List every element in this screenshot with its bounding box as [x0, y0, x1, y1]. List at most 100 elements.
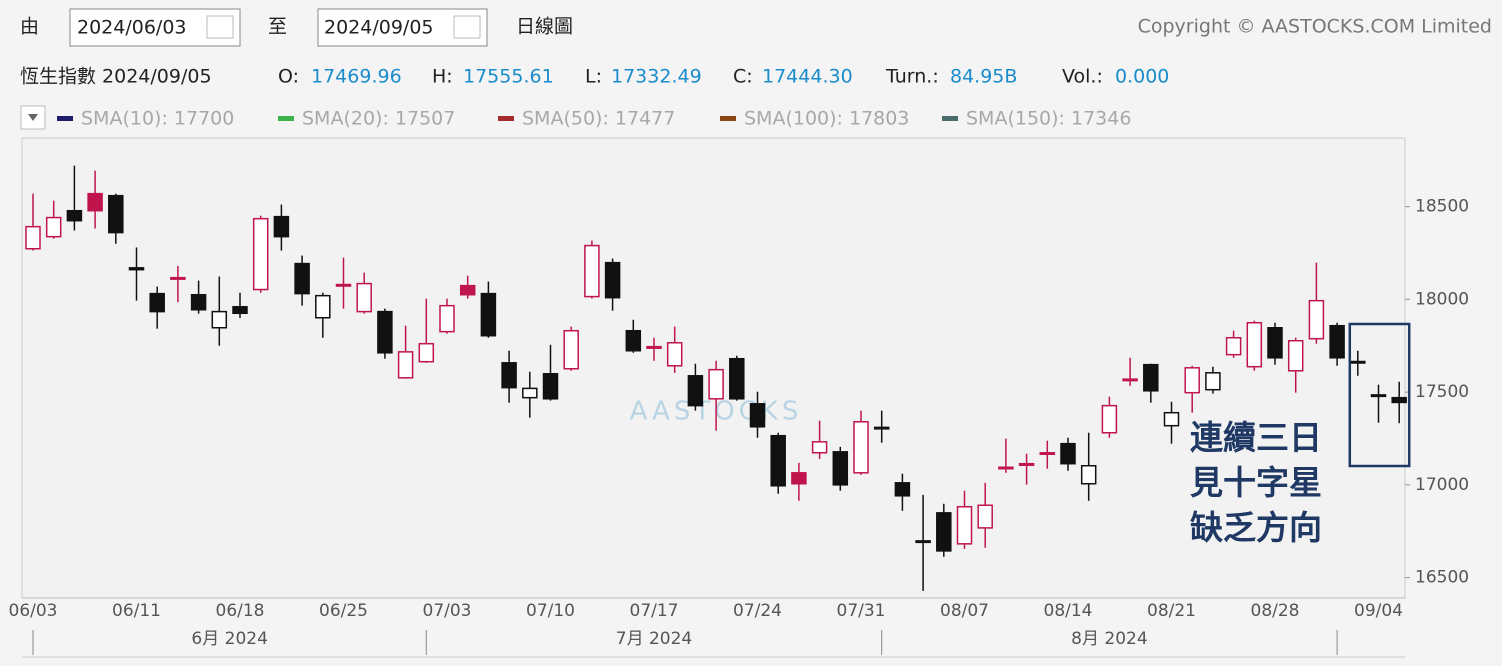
month-label: 7月 2024 [616, 629, 692, 649]
x-tick-label: 09/04 [1354, 601, 1403, 621]
candle-body [894, 482, 911, 497]
candle-body [273, 215, 290, 238]
x-tick-label: 08/14 [1044, 601, 1093, 621]
quote-label: Turn.: [885, 66, 939, 88]
candle-body [211, 310, 228, 329]
candle-body [853, 421, 869, 474]
candle-body [791, 472, 807, 485]
legend-label: SMA(50): 17477 [522, 108, 675, 130]
candle-body [522, 387, 538, 399]
y-tick-label: 18500 [1415, 197, 1469, 217]
x-tick-label: 06/11 [112, 601, 161, 621]
candle-body [998, 466, 1014, 470]
candle-body [832, 451, 849, 486]
candle-body [252, 217, 269, 291]
candle-body [687, 375, 704, 407]
y-tick-label: 17000 [1415, 475, 1469, 495]
y-tick-label: 18000 [1415, 289, 1469, 309]
candle-body [480, 292, 497, 337]
dropdown-arrow [28, 114, 38, 121]
x-tick-label: 07/17 [630, 601, 679, 621]
quote-value: 84.95B [950, 66, 1017, 88]
candle-body [1350, 360, 1366, 364]
candle-body [1308, 299, 1325, 340]
plot-area [21, 137, 1406, 599]
candle-body [25, 225, 41, 250]
candle-body [459, 284, 476, 296]
candle-body [977, 504, 993, 529]
candle-body [1246, 321, 1263, 368]
candle-body [315, 294, 331, 319]
legend-swatch [942, 116, 958, 121]
candle-body [418, 342, 435, 363]
x-tick-label: 06/25 [319, 601, 368, 621]
candle-body [749, 403, 766, 428]
calendar-icon[interactable] [453, 15, 481, 39]
candle-body [377, 310, 393, 354]
candle-body [1080, 465, 1097, 485]
quote-value: 17444.30 [762, 66, 853, 88]
candle-body [936, 512, 952, 552]
quote-label: L: [585, 66, 602, 88]
from-date-input[interactable] [69, 8, 241, 47]
candle-body [915, 540, 931, 544]
legend-label: SMA(20): 17507 [302, 108, 455, 130]
candle-body [108, 194, 124, 234]
candle-body [190, 293, 207, 311]
candle-body [45, 216, 62, 238]
candle-body [1287, 339, 1304, 372]
candle-body [397, 351, 414, 379]
candle-body [563, 329, 579, 370]
from-date: 2024/06/03 [77, 17, 187, 39]
candle-body [956, 505, 973, 545]
y-tick-label: 17500 [1415, 382, 1469, 402]
x-tick-label: 06/03 [9, 601, 58, 621]
candle-body [625, 329, 642, 352]
candle-body [1205, 372, 1221, 391]
candle-body [646, 345, 662, 349]
quote-label: O: [278, 66, 299, 88]
calendar-icon[interactable] [206, 15, 234, 39]
annotation: 缺乏方向 [1190, 508, 1322, 547]
x-tick-label: 08/21 [1147, 601, 1196, 621]
month-label: 8月 2024 [1071, 629, 1147, 649]
candle-body [1329, 324, 1345, 359]
candle-body [128, 267, 145, 271]
highlight-box [1348, 322, 1411, 468]
candle-body [604, 261, 621, 299]
candle-body [729, 357, 745, 400]
candle-body [1018, 462, 1035, 466]
to-date: 2024/09/05 [324, 17, 434, 39]
x-tick-label: 08/28 [1251, 601, 1300, 621]
candle-body [1039, 452, 1056, 456]
quote-name: 恆生指數 2024/09/05 [20, 66, 212, 88]
quote-label: H: [432, 66, 453, 88]
quote-label: Vol.: [1062, 66, 1103, 88]
candle-body [501, 362, 517, 389]
candle-body [584, 244, 600, 298]
candle-body [356, 282, 372, 313]
candle-body [1143, 363, 1159, 392]
quote-label: C: [733, 66, 753, 88]
candle-body [542, 373, 559, 400]
legend-label: SMA(10): 17700 [81, 108, 234, 130]
from-label: 由 [20, 16, 39, 38]
candle-body [66, 209, 83, 222]
candle-body [770, 434, 786, 487]
x-tick-label: 08/07 [940, 601, 989, 621]
candle-body [666, 342, 683, 367]
x-tick-label: 07/24 [733, 601, 782, 621]
to-label: 至 [268, 16, 287, 38]
quote-value: 0.000 [1115, 66, 1169, 88]
legend-swatch [498, 116, 514, 121]
x-tick-label: 06/18 [216, 601, 265, 621]
candle-body [708, 368, 724, 400]
candle-body [335, 283, 352, 287]
x-tick-label: 07/03 [423, 601, 472, 621]
legend-swatch [278, 116, 294, 121]
to-date-input[interactable] [317, 8, 488, 47]
candle-body [439, 304, 455, 333]
month-label: 6月 2024 [191, 629, 267, 649]
candle-body [1370, 394, 1387, 398]
